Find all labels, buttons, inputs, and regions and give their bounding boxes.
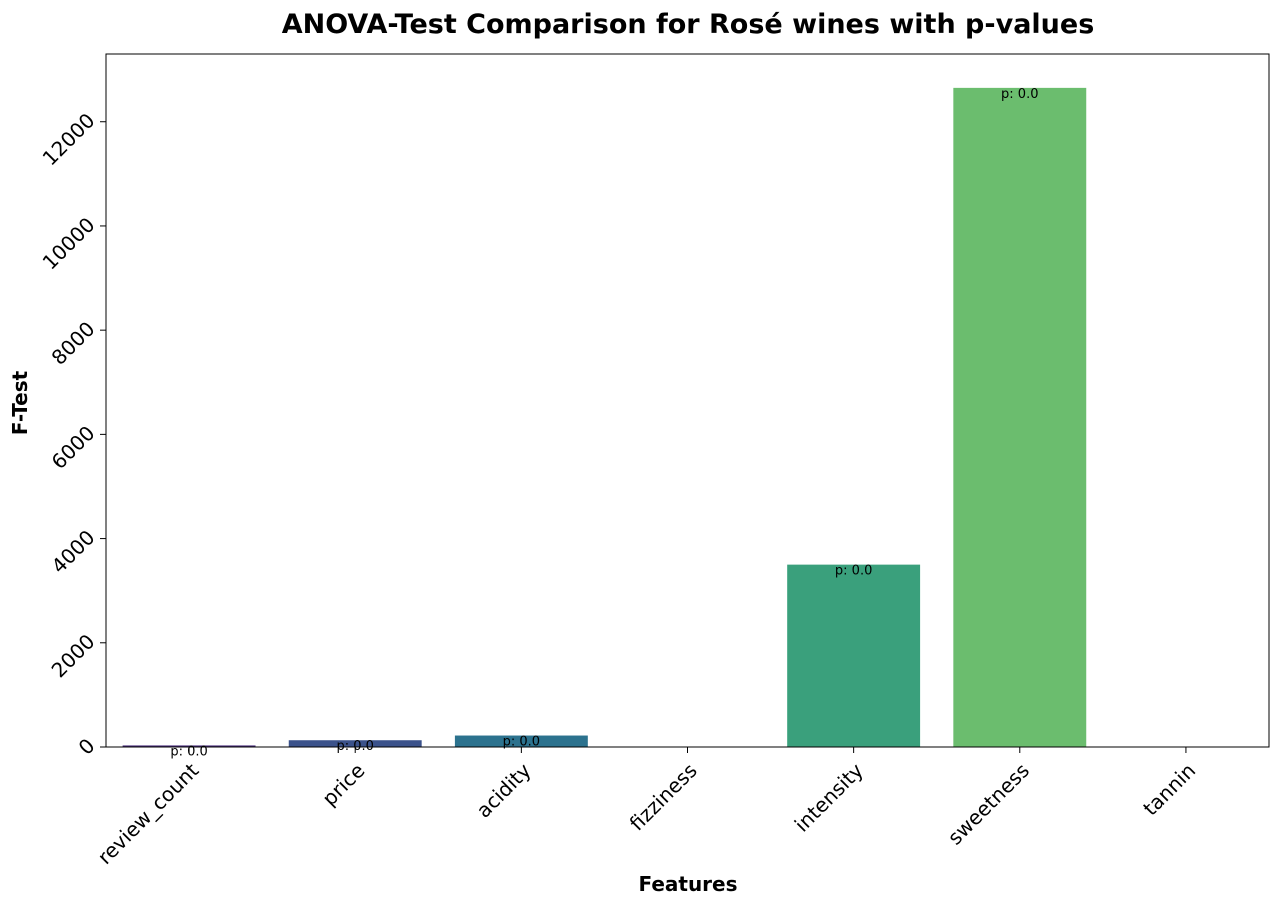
bar-intensity (787, 564, 921, 747)
y-axis: 0 2000 4000 6000 8000 10000 12000 (38, 108, 106, 760)
y-tick-label: 0 (74, 734, 100, 760)
bar-price (288, 740, 422, 747)
x-tick-label-price: price (317, 758, 369, 810)
bar-label-intensity: p: 0.0 (835, 564, 872, 579)
bar-review_count (122, 745, 256, 747)
x-tick-label-fizziness: fizziness (625, 758, 702, 835)
y-tick-label: 6000 (47, 421, 100, 474)
plot-area-frame (105, 53, 1270, 748)
y-tick-label: 4000 (47, 525, 100, 578)
y-tick-label: 8000 (47, 317, 100, 370)
bar-acidity (454, 735, 588, 747)
bars-layer (122, 87, 1087, 748)
y-tick-label: 12000 (38, 108, 100, 170)
bar-label-acidity: p: 0.0 (503, 735, 540, 750)
chart-title: ANOVA-Test Comparison for Rosé wines wit… (282, 9, 1095, 40)
x-tick-label-acidity: acidity (471, 758, 535, 822)
x-tick-label-sweetness: sweetness (943, 758, 1034, 849)
x-axis: review_count price acidity fizziness intensi… (93, 747, 1200, 869)
y-tick-label: 2000 (47, 629, 100, 682)
y-tick-label: 10000 (38, 213, 100, 275)
x-tick-label-intensity: intensity (790, 758, 868, 836)
x-tick-label-review_count: review_count (93, 758, 204, 869)
bar-sweetness (953, 87, 1087, 748)
x-tick-label-tannin: tannin (1138, 758, 1200, 820)
y-axis-label: F-Test (8, 370, 32, 435)
bar-label-sweetness: p: 0.0 (1001, 87, 1038, 102)
x-axis-label: Features (638, 872, 737, 896)
